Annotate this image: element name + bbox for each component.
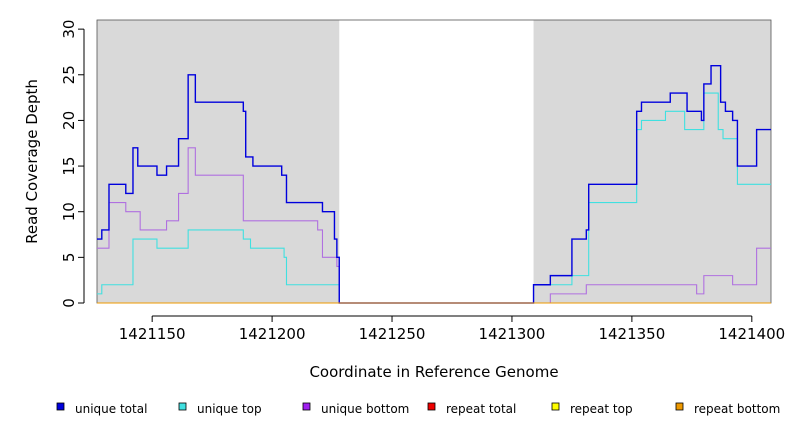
x-tick-label: 1421150 — [119, 325, 186, 343]
x-axis-title: Coordinate in Reference Genome — [309, 363, 558, 381]
y-tick-label: 15 — [60, 157, 78, 176]
series-line-unique-bottom — [97, 147, 771, 304]
y-tick-label: 25 — [60, 65, 78, 84]
legend-swatch-repeat-total — [427, 402, 436, 411]
legend-label-repeat-top: repeat top — [570, 402, 633, 416]
legend-label-repeat-total: repeat total — [446, 402, 516, 416]
legend-label-repeat-bottom: repeat bottom — [694, 402, 780, 416]
legend-label-unique-top: unique top — [197, 402, 262, 416]
y-tick-label: 5 — [60, 253, 78, 263]
legend-swatch-unique-top — [178, 402, 187, 411]
series-line-unique-total — [97, 64, 771, 304]
series-layer — [97, 64, 771, 304]
legend-swatch-unique-bottom — [302, 402, 311, 411]
legend-swatch-unique-total — [56, 402, 65, 411]
shaded-regions — [97, 20, 771, 303]
legend-swatch-repeat-bottom — [675, 402, 684, 411]
y-tick-label: 10 — [60, 202, 78, 221]
x-tick-label: 1421200 — [239, 325, 306, 343]
x-tick-label: 1421350 — [598, 325, 665, 343]
y-tick-label: 0 — [60, 298, 78, 308]
legend-label-unique-total: unique total — [75, 402, 147, 416]
x-axis: 1421150 1421200 1421250 1421300 1421350 14214… — [119, 315, 785, 343]
y-axis-title: Read Coverage Depth — [23, 79, 41, 244]
legend-swatch-repeat-top — [551, 402, 560, 411]
legend-label-unique-bottom: unique bottom — [321, 402, 409, 416]
y-tick-label: 30 — [60, 20, 78, 39]
x-tick-label: 1421250 — [359, 325, 426, 343]
shaded-region-2 — [533, 20, 771, 303]
series-line-unique-top — [97, 92, 771, 304]
x-tick-label: 1421300 — [479, 325, 546, 343]
legend: unique total unique top unique bottom repea… — [56, 402, 780, 416]
y-tick-label: 20 — [60, 111, 78, 130]
y-axis: 0 5 10 15 20 25 30 — [60, 20, 85, 308]
x-tick-label: 1421400 — [718, 325, 785, 343]
